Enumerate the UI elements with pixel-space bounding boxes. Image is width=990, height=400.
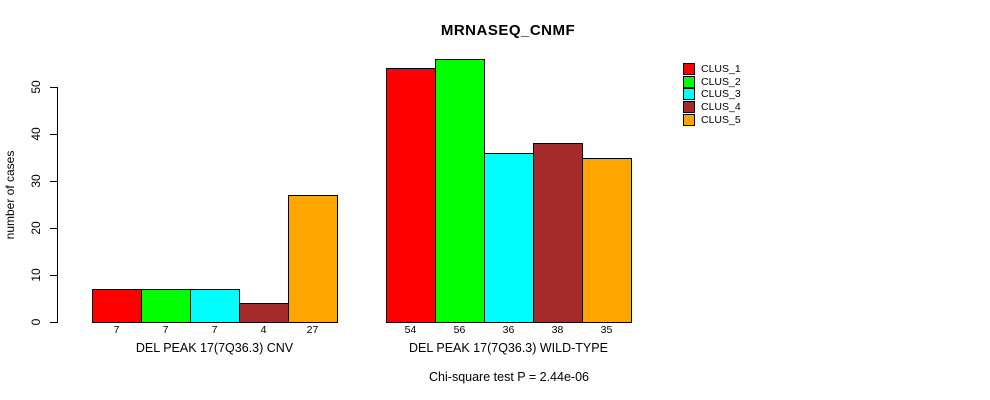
bar-value-label: 56 — [453, 324, 466, 336]
legend-swatch-icon — [683, 113, 695, 126]
bar-value-label: 7 — [162, 324, 169, 336]
y-axis-tick-label: 0 — [29, 318, 43, 326]
y-axis-tick-label: 30 — [29, 174, 43, 188]
bar-value-label: 27 — [306, 324, 319, 336]
legend-label: CLUS_2 — [701, 75, 741, 88]
y-axis-tick — [50, 181, 57, 182]
category-label: DEL PEAK 17(7Q36.3) WILD-TYPE — [409, 341, 608, 355]
chart-title: MRNASEQ_CNMF — [440, 22, 576, 39]
legend-item-clus_4: CLUS_4 — [683, 101, 741, 114]
y-axis-tick-label: 10 — [29, 268, 43, 282]
category-label: DEL PEAK 17(7Q36.3) CNV — [135, 341, 294, 355]
y-axis-tick-label: 40 — [29, 127, 43, 141]
y-axis-tick — [50, 275, 57, 276]
legend-label: CLUS_5 — [701, 113, 741, 126]
bar-clus_3-group2 — [484, 152, 534, 323]
legend-swatch-icon — [683, 63, 695, 76]
legend-item-clus_5: CLUS_5 — [683, 113, 741, 126]
y-axis-tick — [50, 87, 57, 88]
y-axis-tick — [50, 228, 57, 229]
y-axis-label: number of cases — [3, 150, 17, 240]
legend-label: CLUS_1 — [701, 63, 741, 76]
bar-value-label: 36 — [502, 324, 515, 336]
bar-clus_1-group1 — [92, 289, 142, 323]
y-axis-tick — [50, 134, 57, 135]
y-axis-tick-label: 20 — [29, 221, 43, 235]
bar-clus_4-group1 — [239, 303, 289, 323]
legend-item-clus_3: CLUS_3 — [683, 88, 741, 101]
legend-swatch-icon — [683, 88, 695, 101]
bar-clus_5-group2 — [582, 157, 632, 323]
chi-square-annotation: Chi-square test P = 2.44e-06 — [429, 370, 589, 384]
bar-clus_5-group1 — [288, 195, 338, 323]
y-axis-line — [57, 87, 58, 323]
bar-clus_2-group2 — [435, 58, 485, 323]
bar-value-label: 7 — [113, 324, 120, 336]
legend-item-clus_2: CLUS_2 — [683, 75, 741, 89]
bar-clus_3-group1 — [190, 289, 240, 323]
bar-value-label: 7 — [211, 324, 218, 336]
bar-clus_4-group2 — [533, 143, 583, 323]
bar-clus_2-group1 — [141, 289, 191, 323]
legend-label: CLUS_3 — [701, 88, 741, 101]
bar-value-label: 54 — [404, 324, 417, 336]
bar-value-label: 35 — [600, 324, 613, 336]
legend-label: CLUS_4 — [701, 101, 741, 114]
legend-swatch-icon — [683, 75, 695, 88]
y-axis-tick-label: 50 — [29, 80, 43, 94]
legend-item-clus_1: CLUS_1 — [683, 63, 741, 76]
legend-swatch-icon — [683, 101, 695, 114]
bar-value-label: 4 — [260, 324, 267, 336]
chart-legend: CLUS_1 CLUS_2 CLUS_3 CLUS_4 CLUS_5 — [683, 63, 741, 126]
y-axis-tick — [50, 322, 57, 323]
bar-value-label: 38 — [551, 324, 564, 336]
bar-clus_1-group2 — [386, 68, 436, 323]
